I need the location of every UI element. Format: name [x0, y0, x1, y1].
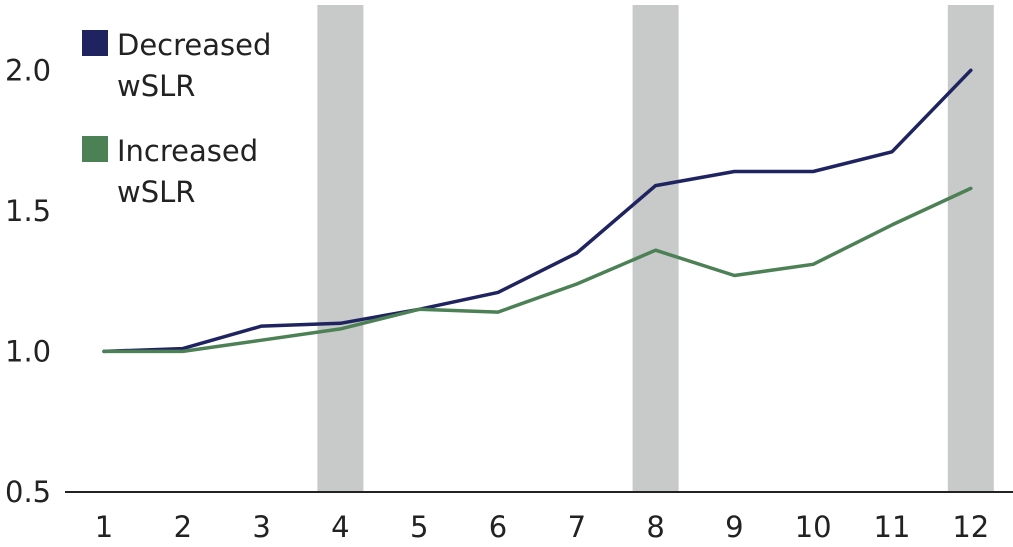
x-tick-label: 12: [952, 510, 989, 544]
series-line-increased-wslr: [102, 186, 973, 354]
x-tick-labels: 1 2 3 4 5 6 7 8 9 10 11 12: [95, 510, 989, 544]
shaded-band-12: [947, 5, 994, 492]
legend-label: Increased: [117, 134, 258, 168]
legend-label: wSLR: [117, 175, 195, 209]
x-tick-label: 1: [95, 510, 113, 544]
x-tick-label: 9: [725, 510, 743, 544]
legend-swatch: [82, 136, 108, 162]
legend: Decreased wSLR Increased wSLR: [82, 28, 271, 209]
series-line-decreased-wslr: [102, 68, 973, 354]
legend-label: Decreased: [117, 28, 271, 62]
y-tick-label: 1.5: [5, 194, 51, 228]
x-tick-label: 3: [252, 510, 270, 544]
x-tick-label: 5: [410, 510, 428, 544]
x-tick-label: 8: [646, 510, 664, 544]
y-tick-label: 2.0: [5, 53, 51, 87]
legend-label: wSLR: [117, 69, 195, 103]
y-tick-label: 1.0: [5, 334, 51, 368]
x-tick-label: 11: [874, 510, 911, 544]
legend-swatch: [82, 30, 108, 56]
x-tick-label: 4: [331, 510, 349, 544]
series-lines: [102, 68, 973, 354]
x-tick-label: 2: [174, 510, 192, 544]
x-tick-label: 7: [568, 510, 586, 544]
x-tick-label: 6: [489, 510, 507, 544]
y-tick-labels: 0.5 1.0 1.5 2.0: [5, 53, 51, 509]
x-tick-label: 10: [795, 510, 832, 544]
shaded-band-4: [317, 5, 364, 492]
y-tick-label: 0.5: [5, 475, 51, 509]
